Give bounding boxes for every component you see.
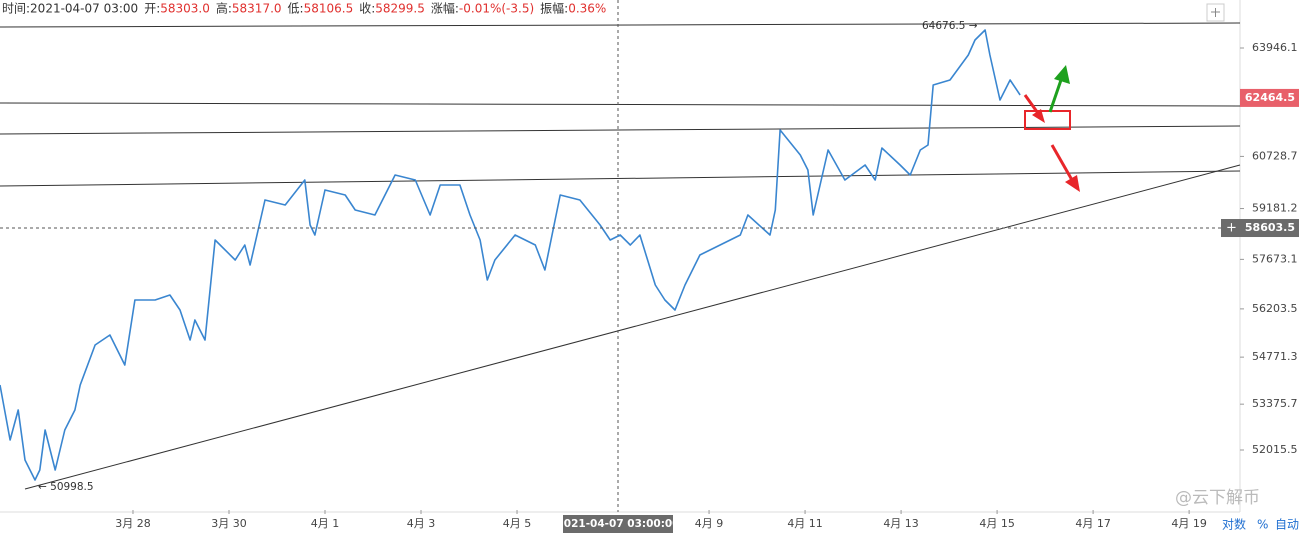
- trend-lines: [0, 22, 1241, 490]
- y-tick-label: 59181.2: [1252, 202, 1298, 215]
- x-tick-label: 4月 19: [1171, 517, 1207, 530]
- y-tick-label: 60728.7: [1252, 149, 1298, 162]
- crosshair-plus: +: [1226, 221, 1237, 236]
- watermark: @云下解币: [1175, 488, 1260, 508]
- red-arrow-head: [1065, 175, 1080, 192]
- x-tick-label: 4月 11: [787, 517, 823, 530]
- header-label: 收:: [359, 2, 375, 16]
- crosshair-time-box: [563, 515, 673, 533]
- y-tick-label: 54771.3: [1252, 350, 1298, 363]
- header-label: 开:: [144, 2, 160, 16]
- red-arrow: [1050, 144, 1074, 181]
- header-value: 58299.5: [375, 2, 425, 16]
- last-price-box: [1240, 88, 1299, 107]
- x-tick-label: 4月 9: [695, 517, 724, 530]
- x-tick-label: 4月 3: [407, 517, 436, 530]
- crosshair-price: 58603.5: [1245, 221, 1295, 234]
- header: 时间: 2021-04-07 03:00 开: 58303.0 高: 58317.0 低: 5…: [2, 1, 606, 16]
- crosshair-price-box: [1221, 219, 1299, 238]
- red-arrow-head: [1032, 109, 1045, 123]
- x-tick-label: 4月 15: [979, 517, 1015, 530]
- header-value: 58317.0: [232, 2, 282, 16]
- crosshair-time: 2021-04-07 03:00:00: [556, 518, 679, 530]
- expand-icon: [1211, 8, 1220, 17]
- high-label: 64676.5 →: [922, 20, 978, 32]
- x-tick-label: 4月 13: [883, 517, 919, 530]
- y-tick-label: 56203.5: [1252, 302, 1298, 315]
- header-value: 58106.5: [304, 2, 354, 16]
- header-label: 时间:: [2, 2, 30, 16]
- x-tick-label: 3月 28: [115, 517, 151, 530]
- y-tick-label: 53375.7: [1252, 397, 1298, 410]
- toolbar-auto[interactable]: 自动: [1275, 518, 1299, 532]
- green-arrow-head: [1054, 65, 1070, 84]
- header-label: 低:: [288, 2, 304, 16]
- x-tick-label: 4月 1: [311, 517, 340, 530]
- last-price: 62464.5: [1245, 91, 1295, 104]
- x-tick-label: 4月 5: [503, 517, 532, 530]
- low-label: ← 50998.5: [38, 481, 94, 493]
- toolbar-log[interactable]: 对数: [1222, 517, 1246, 532]
- green-arrow: [1048, 79, 1063, 113]
- trend-line: [0, 22, 1241, 28]
- y-tick-label: 63946.1: [1252, 41, 1298, 54]
- y-tick-label: 52015.5: [1252, 443, 1298, 456]
- red-box: [1024, 110, 1071, 130]
- x-tick-label: 3月 30: [211, 517, 247, 530]
- header-label: 振幅:: [540, 1, 568, 16]
- header-value: 0.36%: [568, 2, 606, 16]
- trend-line: [0, 125, 1241, 135]
- y-tick-label: 57673.1: [1252, 252, 1298, 265]
- trend-line: [0, 170, 1241, 187]
- header-label: 高:: [216, 1, 232, 16]
- header-value: 2021-04-07 03:00: [30, 2, 138, 16]
- header-value: 58303.0: [160, 2, 210, 16]
- x-tick-label: 4月 17: [1075, 517, 1111, 530]
- header-label: 涨幅:: [431, 1, 459, 16]
- header-value: -0.01%(-3.5): [459, 2, 534, 16]
- price-line: [0, 29, 1021, 481]
- trend-line: [24, 164, 1241, 490]
- annotation-drawings: [1023, 65, 1080, 192]
- toolbar-percent[interactable]: %: [1257, 518, 1268, 532]
